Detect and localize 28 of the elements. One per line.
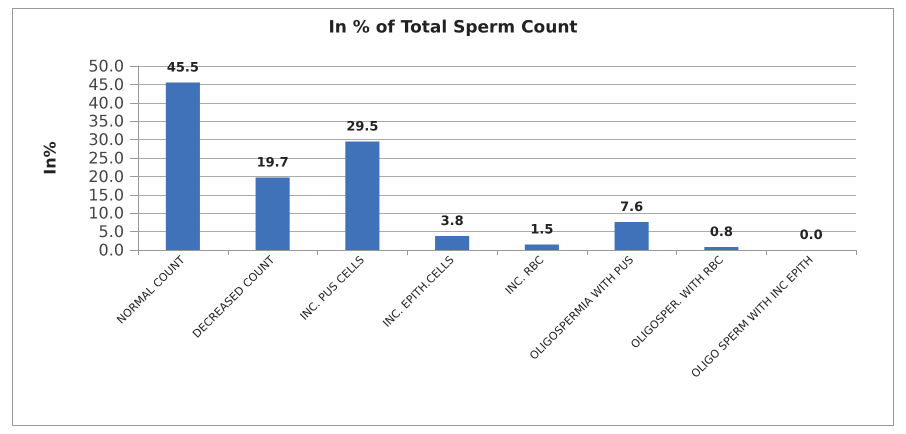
chart-title: In % of Total Sperm Count (328, 18, 578, 38)
bar (345, 141, 380, 250)
y-tick-label: 25.0 (88, 148, 124, 168)
bar (704, 247, 738, 250)
data-label: 45.5 (166, 60, 199, 76)
data-label: 29.5 (346, 119, 378, 134)
y-tick-label: 20.0 (88, 166, 124, 186)
data-label: 19.7 (256, 156, 289, 171)
y-tick-label: 40.0 (88, 93, 124, 112)
data-label: 0.8 (710, 225, 733, 240)
y-tick-label: 35.0 (88, 112, 124, 131)
bar (524, 244, 559, 250)
data-label: 0.0 (800, 228, 823, 243)
y-tick-label: 45.0 (88, 74, 124, 94)
y-tick-label: 50.0 (88, 56, 124, 76)
y-tick-label: 0.0 (98, 240, 124, 260)
bar (435, 236, 470, 250)
bar (256, 178, 290, 250)
data-label: 3.8 (440, 214, 464, 230)
y-tick-label: 5.0 (98, 222, 124, 242)
y-tick-label: 10.0 (88, 204, 124, 223)
bar (166, 82, 200, 250)
bar (614, 222, 649, 250)
data-label: 7.6 (620, 200, 644, 216)
y-tick-label: 30.0 (88, 130, 124, 150)
y-axis-title: In% (40, 141, 60, 175)
y-tick-label: 15.0 (88, 185, 124, 204)
data-label: 1.5 (530, 222, 554, 238)
